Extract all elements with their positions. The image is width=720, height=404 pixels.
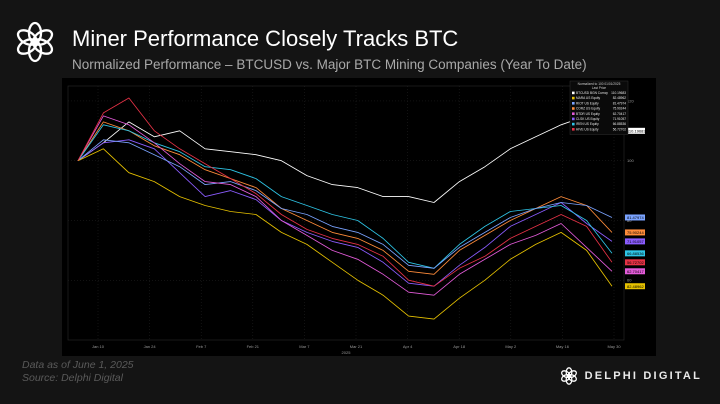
legend-value: 75.90244 <box>613 107 627 111</box>
last-value-badge <box>625 259 645 266</box>
last-value-badge <box>625 229 645 236</box>
x-tick-label: Apr 4 <box>403 344 413 349</box>
series-line <box>77 124 613 269</box>
legend-label: RIOT US Equity <box>576 101 599 105</box>
legend-title: Normalized to 100 01/01/2025 <box>578 82 621 86</box>
legend-value: 66.88536 <box>613 122 627 126</box>
legend-swatch <box>572 122 575 126</box>
last-value-text: 75.90244 <box>627 230 644 235</box>
series-line <box>77 97 613 287</box>
legend-swatch <box>572 107 575 110</box>
legend-swatch <box>572 96 575 100</box>
legend-value: 71.91057 <box>613 117 627 121</box>
x-tick-label: Jan 10 <box>92 344 105 349</box>
last-value-badge <box>625 250 645 257</box>
last-value-text: 66.88536 <box>627 251 644 256</box>
legend-label: MARA US Equity <box>576 96 600 100</box>
last-value-text: 71.91057 <box>627 239 644 244</box>
x-tick-label: Feb 21 <box>247 344 260 349</box>
legend-swatch <box>572 128 575 131</box>
x-tick-label: May 2 <box>505 344 517 349</box>
legend-value: 82.48962 <box>613 96 627 100</box>
legend-label: BTDR US Equity <box>576 112 600 116</box>
last-value-text: 110.19683 <box>627 128 646 133</box>
legend-swatch <box>572 117 575 121</box>
legend-title: Last Price <box>592 86 606 90</box>
legend-label: CLSK US Equity <box>576 117 600 121</box>
legend-swatch <box>572 112 575 115</box>
legend-label: BTCUSD BGN Curncy <box>576 91 608 95</box>
legend-value: 110.19683 <box>611 91 626 95</box>
legend-label: HIVE US Equity <box>576 127 599 131</box>
legend-box <box>569 80 629 135</box>
last-value-badge <box>625 127 645 134</box>
series-line <box>77 139 613 287</box>
y-tick-label: 60 <box>627 278 632 283</box>
x-tick-label: Mar 21 <box>350 344 363 349</box>
legend-label: CORZ US Equity <box>576 107 600 111</box>
last-value-text: 82.48962 <box>627 284 644 289</box>
chart-frame: Jan 10 Jan 24 Feb 7 Feb 21 Mar 7 Mar 21 Apr 4 A… <box>62 78 656 356</box>
series-line <box>77 148 613 320</box>
x-tick-label: Feb 7 <box>196 344 207 349</box>
last-value-text: 56.72702 <box>627 260 644 265</box>
legend-value: 62.70417 <box>613 112 627 116</box>
last-value-text: 81.47974 <box>627 215 644 220</box>
legend-swatch <box>572 102 575 105</box>
plot-border <box>67 85 625 341</box>
x-tick-label: Apr 18 <box>453 344 466 349</box>
last-value-text: 62.70417 <box>627 269 644 274</box>
legend-swatch <box>572 91 575 95</box>
x-tick-label: May 30 <box>607 344 621 349</box>
chart-grid <box>67 85 625 341</box>
footnote-source: Source: Delphi Digital <box>22 372 123 384</box>
page-title: Miner Performance Closely Tracks BTC <box>72 26 459 51</box>
legend-value: 81.47974 <box>613 101 627 105</box>
page-subtitle: Normalized Performance – BTCUSD vs. Majo… <box>72 57 587 72</box>
series-line <box>77 139 613 269</box>
last-value-badge <box>625 214 645 221</box>
performance-chart: Jan 10 Jan 24 Feb 7 Feb 21 Mar 7 Mar 21 Apr 4 A… <box>67 80 646 355</box>
series-line <box>77 115 613 296</box>
x-axis-label: 2025 <box>342 350 352 355</box>
x-tick-label: May 16 <box>556 344 570 349</box>
series-line <box>77 121 613 275</box>
chart-series <box>77 97 613 320</box>
legend-label: IREN US Equity <box>576 122 599 126</box>
x-tick-label: Jan 24 <box>144 344 157 349</box>
brand-mark: DELPHI DIGITAL <box>559 366 702 386</box>
y-tick-label: 120 <box>627 98 634 103</box>
brand-name: DELPHI DIGITAL <box>584 370 702 382</box>
chart-axes: Jan 10 Jan 24 Feb 7 Feb 21 Mar 7 Mar 21 Apr 4 A… <box>92 98 646 355</box>
last-value-badge <box>625 268 645 275</box>
footnote-date: Data as of June 1, 2025 <box>22 359 134 371</box>
last-value-badge <box>625 238 645 245</box>
delphi-flower-icon <box>16 21 54 63</box>
series-line <box>77 115 613 203</box>
legend-value: 56.72702 <box>613 127 627 131</box>
y-tick-label: 100 <box>627 158 634 163</box>
x-tick-label: Mar 7 <box>299 344 310 349</box>
delphi-ring-icon <box>560 367 577 385</box>
last-value-badge <box>625 283 645 290</box>
